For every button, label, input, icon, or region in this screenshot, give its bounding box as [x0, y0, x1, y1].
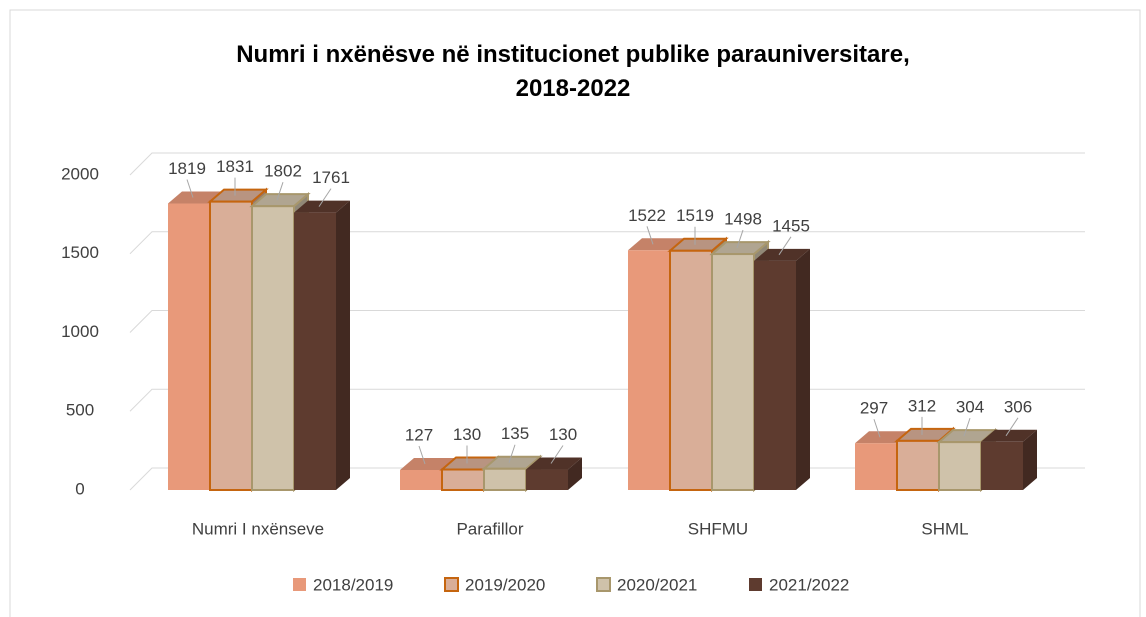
bar-top — [628, 238, 684, 251]
chart-border — [9, 9, 1141, 617]
legend-swatch — [293, 578, 306, 591]
bar-front — [294, 212, 336, 490]
bar-front — [981, 441, 1023, 490]
bar-front — [251, 205, 295, 491]
bar-top — [294, 200, 350, 213]
legend-swatch — [749, 578, 762, 591]
data-label: 1819 — [168, 159, 206, 178]
bar-top — [400, 457, 456, 470]
data-label: 297 — [860, 399, 888, 418]
bar-side — [336, 200, 350, 490]
y-tick-label: 500 — [66, 401, 94, 420]
label-leader — [418, 445, 426, 465]
data-label: 130 — [453, 425, 481, 444]
bar-front — [526, 469, 568, 490]
label-leader — [736, 229, 744, 249]
grid-line — [129, 231, 1085, 255]
label-leader — [1005, 417, 1019, 437]
data-label: 1761 — [312, 168, 350, 187]
data-label: 1802 — [264, 162, 302, 181]
label-leader — [508, 444, 516, 463]
bar-side — [1023, 429, 1037, 490]
bar-front — [628, 250, 670, 490]
legend-swatch — [596, 577, 611, 592]
y-tick-label: 1000 — [61, 322, 99, 341]
y-tick-label: 1500 — [61, 243, 99, 262]
bar-front — [669, 249, 713, 491]
bar-top — [754, 248, 810, 261]
label-leader — [778, 236, 792, 256]
data-label: 304 — [956, 398, 984, 417]
bar-top — [526, 457, 582, 470]
legend-swatch — [444, 577, 459, 592]
bar-front — [168, 203, 210, 490]
label-leader — [646, 226, 654, 245]
x-tick-label: Parafillor — [456, 519, 523, 538]
x-tick-label: SHML — [921, 519, 968, 538]
bar-front — [754, 260, 796, 490]
data-label: 1519 — [676, 206, 714, 225]
legend-label: 2021/2022 — [769, 575, 849, 594]
bar-top — [981, 429, 1037, 442]
label-leader — [276, 182, 284, 201]
data-label: 1498 — [724, 210, 762, 229]
bar-front — [483, 467, 527, 491]
data-label: 312 — [908, 396, 936, 415]
data-label: 1455 — [772, 216, 810, 235]
label-leader — [550, 445, 564, 464]
label-leader — [186, 179, 194, 198]
legend-label: 2018/2019 — [313, 575, 393, 594]
data-label: 1831 — [216, 157, 254, 176]
data-label: 127 — [405, 425, 433, 444]
data-label: 306 — [1004, 397, 1032, 416]
legend-label: 2020/2021 — [617, 575, 697, 594]
label-leader — [963, 417, 971, 437]
bar-front — [711, 253, 755, 491]
data-label: 135 — [501, 424, 529, 443]
bar — [754, 248, 810, 490]
grid-line — [129, 152, 1085, 176]
bar-front — [400, 469, 442, 490]
x-tick-label: SHFMU — [688, 519, 748, 538]
chart-title: Numri i nxënësve në institucionet publik… — [236, 41, 910, 102]
label-leader — [318, 188, 332, 207]
x-tick-label: Numri I nxënseve — [192, 519, 324, 538]
y-tick-label: 0 — [75, 479, 84, 498]
y-tick-label: 2000 — [61, 164, 99, 183]
data-label: 130 — [549, 425, 577, 444]
label-leader — [873, 419, 881, 438]
legend-label: 2019/2020 — [465, 575, 545, 594]
data-label: 1522 — [628, 206, 666, 225]
bar-side — [568, 457, 582, 490]
bar-front — [209, 200, 253, 491]
bar — [526, 457, 582, 490]
bar — [294, 200, 350, 490]
bar — [981, 429, 1037, 490]
bar-side — [796, 248, 810, 490]
bar-front — [938, 441, 982, 491]
bar-front — [441, 468, 485, 491]
bar-front — [896, 439, 940, 491]
bar-front — [855, 443, 897, 490]
